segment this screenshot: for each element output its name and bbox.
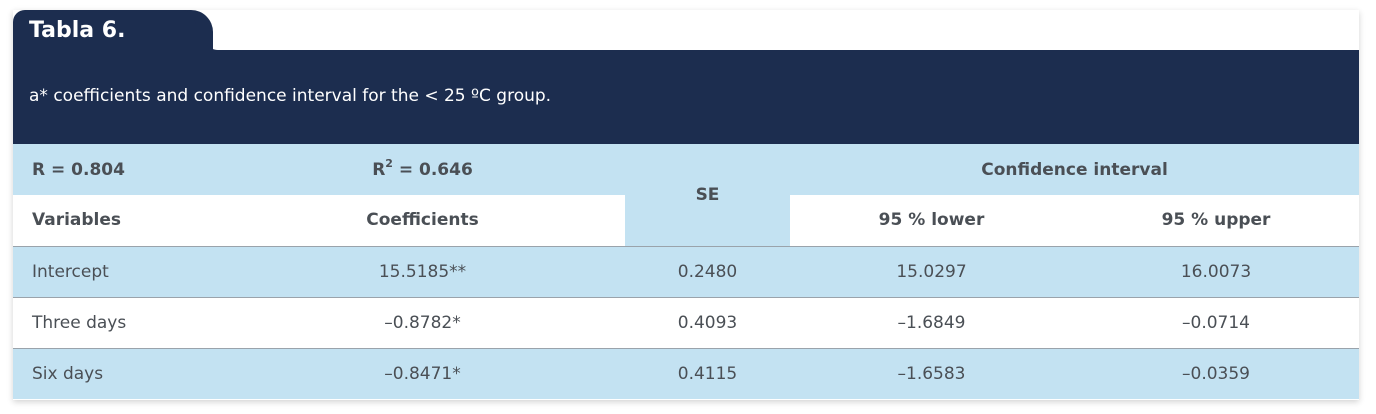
lower-cell: –1.6583 (790, 347, 1073, 399)
header-row-1: R = 0.804 R2 = 0.646 SE Confidence inter… (13, 144, 1360, 246)
se-cell: 0.4093 (625, 296, 790, 348)
upper-header: 95 % upper (1073, 195, 1360, 246)
confidence-interval-header: Confidence interval (790, 144, 1360, 195)
table-card: Tabla 6. a* coefficients and confidence … (13, 10, 1360, 400)
lower-cell: 15.0297 (790, 245, 1073, 297)
caption-band (13, 50, 1359, 144)
variable-cell: Three days (13, 296, 220, 348)
upper-cell: –0.0359 (1073, 347, 1360, 399)
r-value-header: R = 0.804 (13, 144, 220, 195)
table-row: Three days –0.8782* 0.4093 –1.6849 –0.07… (13, 296, 1360, 348)
se-cell: 0.2480 (625, 245, 790, 297)
variable-cell: Six days (13, 347, 220, 399)
coefficients-table: R = 0.804 R2 = 0.646 SE Confidence inter… (13, 144, 1360, 399)
coefficient-cell: –0.8471* (220, 347, 625, 399)
table-label: Tabla 6. (29, 18, 126, 43)
coefficients-header: Coefficients (220, 195, 625, 246)
variable-cell: Intercept (13, 245, 220, 297)
se-cell: 0.4115 (625, 347, 790, 399)
se-header: SE (625, 144, 790, 246)
upper-cell: 16.0073 (1073, 245, 1360, 297)
lower-cell: –1.6849 (790, 296, 1073, 348)
tab-strip (13, 10, 1359, 50)
table-row: Intercept 15.5185** 0.2480 15.0297 16.00… (13, 245, 1360, 297)
table-caption: a* coefficients and confidence interval … (29, 86, 552, 106)
r2-value-header: R2 = 0.646 (220, 144, 625, 195)
lower-header: 95 % lower (790, 195, 1073, 246)
table-label-tab: Tabla 6. (13, 10, 213, 52)
table-row: Six days –0.8471* 0.4115 –1.6583 –0.0359 (13, 347, 1360, 399)
upper-cell: –0.0714 (1073, 296, 1360, 348)
coefficient-cell: –0.8782* (220, 296, 625, 348)
tab-curve-shape (183, 10, 218, 50)
variables-header: Variables (13, 195, 220, 246)
header-row-2: Variables Coefficients 95 % lower 95 % u… (13, 195, 1360, 246)
coefficient-cell: 15.5185** (220, 245, 625, 297)
